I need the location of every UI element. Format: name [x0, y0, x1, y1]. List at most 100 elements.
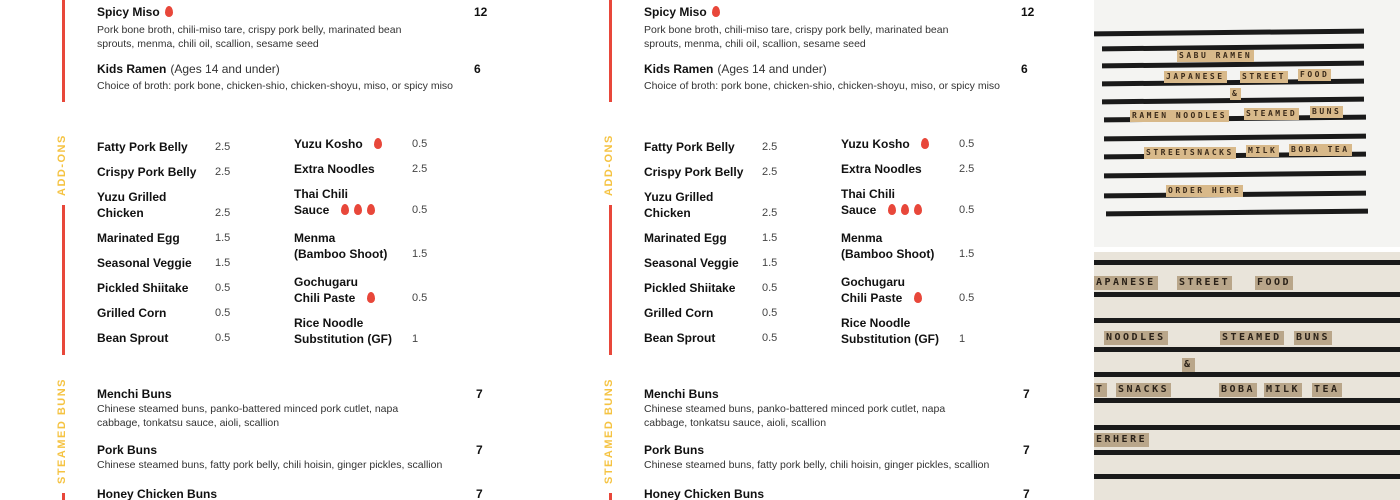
shelf	[1103, 133, 1367, 142]
item-name: Menchi Buns	[97, 387, 172, 401]
addon-row: Yuzu Grilled Chicken 2.5	[644, 189, 777, 221]
menu-item: Spicy Miso 12 Pork bone broth, chili-mis…	[97, 4, 497, 51]
addon-name-cell: Seasonal Veggie	[644, 255, 762, 271]
addon-label: Menma (Bamboo Shoot)	[841, 231, 935, 261]
addon-name-cell: Bean Sprout	[97, 330, 215, 346]
letter-tile: JAPANESE	[1164, 71, 1227, 83]
addon-row: Yuzu Kosho 0.5	[294, 136, 427, 152]
addon-row: Seasonal Veggie 1.5	[97, 255, 230, 271]
addon-name: Bean Sprout	[97, 330, 215, 346]
addon-row: Menma (Bamboo Shoot) 1.5	[294, 230, 427, 262]
shelf	[1094, 372, 1400, 377]
addon-name: Menma (Bamboo Shoot)	[294, 230, 390, 262]
section-label-buns: STEAMED BUNS	[56, 377, 68, 484]
addon-label: Yuzu Grilled Chicken	[97, 190, 167, 220]
addon-name: Thai Chili Sauce	[841, 186, 926, 218]
item-price: 6	[1021, 62, 1028, 76]
item-name: Kids Ramen (Ages 14 and under)	[97, 61, 497, 77]
addon-name-cell: Yuzu Grilled Chicken	[644, 189, 762, 221]
addon-label: Grilled Corn	[644, 306, 714, 320]
addons-right-column: Yuzu Kosho 0.5 Extra Noodles 2.5 Thai Chili…	[294, 136, 427, 356]
addon-price: 2.5	[762, 166, 778, 178]
addon-price: 2.5	[762, 141, 778, 153]
addon-name: Menma (Bamboo Shoot)	[841, 230, 937, 262]
item-desc: Chinese steamed buns, fatty pork belly, …	[97, 459, 443, 471]
addon-name-cell: Marinated Egg	[644, 230, 762, 246]
addon-row: Crispy Pork Belly 2.5	[644, 164, 777, 180]
flame-icon	[366, 204, 375, 215]
addon-name: Rice Noodle Substitution (GF)	[841, 315, 959, 347]
item-label: Kids Ramen	[97, 62, 167, 76]
menu-item: Pork Buns 7 Chinese steamed buns, fatty …	[97, 442, 497, 472]
addon-name-cell: Crispy Pork Belly	[644, 164, 762, 180]
addon-label: Yuzu Kosho	[841, 137, 910, 151]
addon-name-cell: Grilled Corn	[644, 305, 762, 321]
divider	[609, 493, 612, 500]
addon-label: Rice Noodle Substitution (GF)	[294, 316, 392, 346]
addon-name-cell: Thai Chili Sauce	[294, 186, 412, 218]
spicy-level	[369, 137, 383, 151]
addon-label: Gochugaru Chili Paste	[841, 275, 906, 305]
letter-tile: &	[1230, 88, 1242, 100]
letter-tile: STREETSNACKS	[1144, 147, 1236, 159]
addon-price: 2.5	[215, 166, 231, 178]
letter-tile: ERHERE	[1094, 433, 1150, 447]
addon-name: Marinated Egg	[644, 230, 762, 246]
flame-icon	[900, 204, 909, 215]
addon-name: Crispy Pork Belly	[644, 164, 762, 180]
addon-row: Extra Noodles 2.5	[294, 161, 427, 177]
spicy-level	[362, 291, 375, 305]
addon-row: Bean Sprout 0.5	[97, 330, 230, 346]
addon-name: Crispy Pork Belly	[97, 164, 215, 180]
addon-row: Fatty Pork Belly 2.5	[97, 139, 230, 155]
item-note: (Ages 14 and under)	[717, 62, 827, 76]
addon-name-cell: Extra Noodles	[841, 161, 959, 177]
flame-icon	[164, 6, 173, 17]
item-desc: Chinese steamed buns, panko-battered min…	[644, 403, 946, 429]
addon-label: Crispy Pork Belly	[97, 165, 197, 179]
addon-price: 1.5	[959, 248, 975, 260]
addon-name: Extra Noodles	[294, 161, 412, 177]
letter-tile: ORDER HERE	[1166, 185, 1244, 197]
addon-label: Menma (Bamboo Shoot)	[294, 231, 388, 261]
letter-tile: NOODLES	[1104, 331, 1168, 345]
addon-row: Rice Noodle Substitution (GF) 1	[294, 315, 427, 347]
addon-price: 2.5	[215, 141, 231, 153]
addon-label: Extra Noodles	[841, 162, 922, 176]
addon-price: 0.5	[412, 204, 428, 216]
addon-row: Yuzu Grilled Chicken 2.5	[97, 189, 230, 221]
letter-tile: STEAMED	[1220, 331, 1284, 345]
item-price: 12	[474, 5, 488, 19]
addon-row: Marinated Egg 1.5	[644, 230, 777, 246]
letter-tile: BOBA	[1219, 383, 1258, 397]
addon-name: Yuzu Grilled Chicken	[97, 189, 207, 221]
addon-label: Fatty Pork Belly	[97, 140, 188, 154]
buns-section: Menchi Buns 7 Chinese steamed buns, pank…	[644, 386, 1044, 500]
menu-item: Menchi Buns 7 Chinese steamed buns, pank…	[97, 386, 497, 430]
divider	[62, 0, 65, 102]
addon-label: Crispy Pork Belly	[644, 165, 744, 179]
addon-label: Thai Chili Sauce	[841, 187, 895, 217]
addon-price: 0.5	[762, 332, 778, 344]
addon-name: Pickled Shiitake	[97, 280, 215, 296]
addon-name-cell: Yuzu Kosho	[841, 136, 959, 152]
addon-row: Yuzu Kosho 0.5	[841, 136, 974, 152]
item-name: Honey Chicken Buns	[644, 487, 765, 500]
section-label-buns: STEAMED BUNS	[603, 377, 615, 484]
menu-item: Honey Chicken Buns 7	[644, 486, 1044, 500]
addon-price: 2.5	[412, 163, 428, 175]
addon-price: 2.5	[959, 163, 975, 175]
addon-price: 1.5	[215, 232, 231, 244]
addon-name-cell: Extra Noodles	[294, 161, 412, 177]
addon-price: 1	[959, 333, 966, 345]
addon-name: Thai Chili Sauce	[294, 186, 379, 218]
addon-name-cell: Thai Chili Sauce	[841, 186, 959, 218]
flame-icon	[887, 204, 896, 215]
ramen-section: Spicy Miso 12 Pork bone broth, chili-mis…	[97, 4, 497, 102]
addons-left-column: Fatty Pork Belly 2.5 Crispy Pork Belly 2.5 Y…	[97, 139, 230, 355]
addon-name-cell: Bean Sprout	[644, 330, 762, 346]
letter-tile: APANESE	[1094, 276, 1158, 290]
addons-left-column: Fatty Pork Belly 2.5 Crispy Pork Belly 2.5 Y…	[644, 139, 777, 355]
item-name: Honey Chicken Buns	[97, 487, 218, 500]
addon-name-cell: Pickled Shiitake	[97, 280, 215, 296]
